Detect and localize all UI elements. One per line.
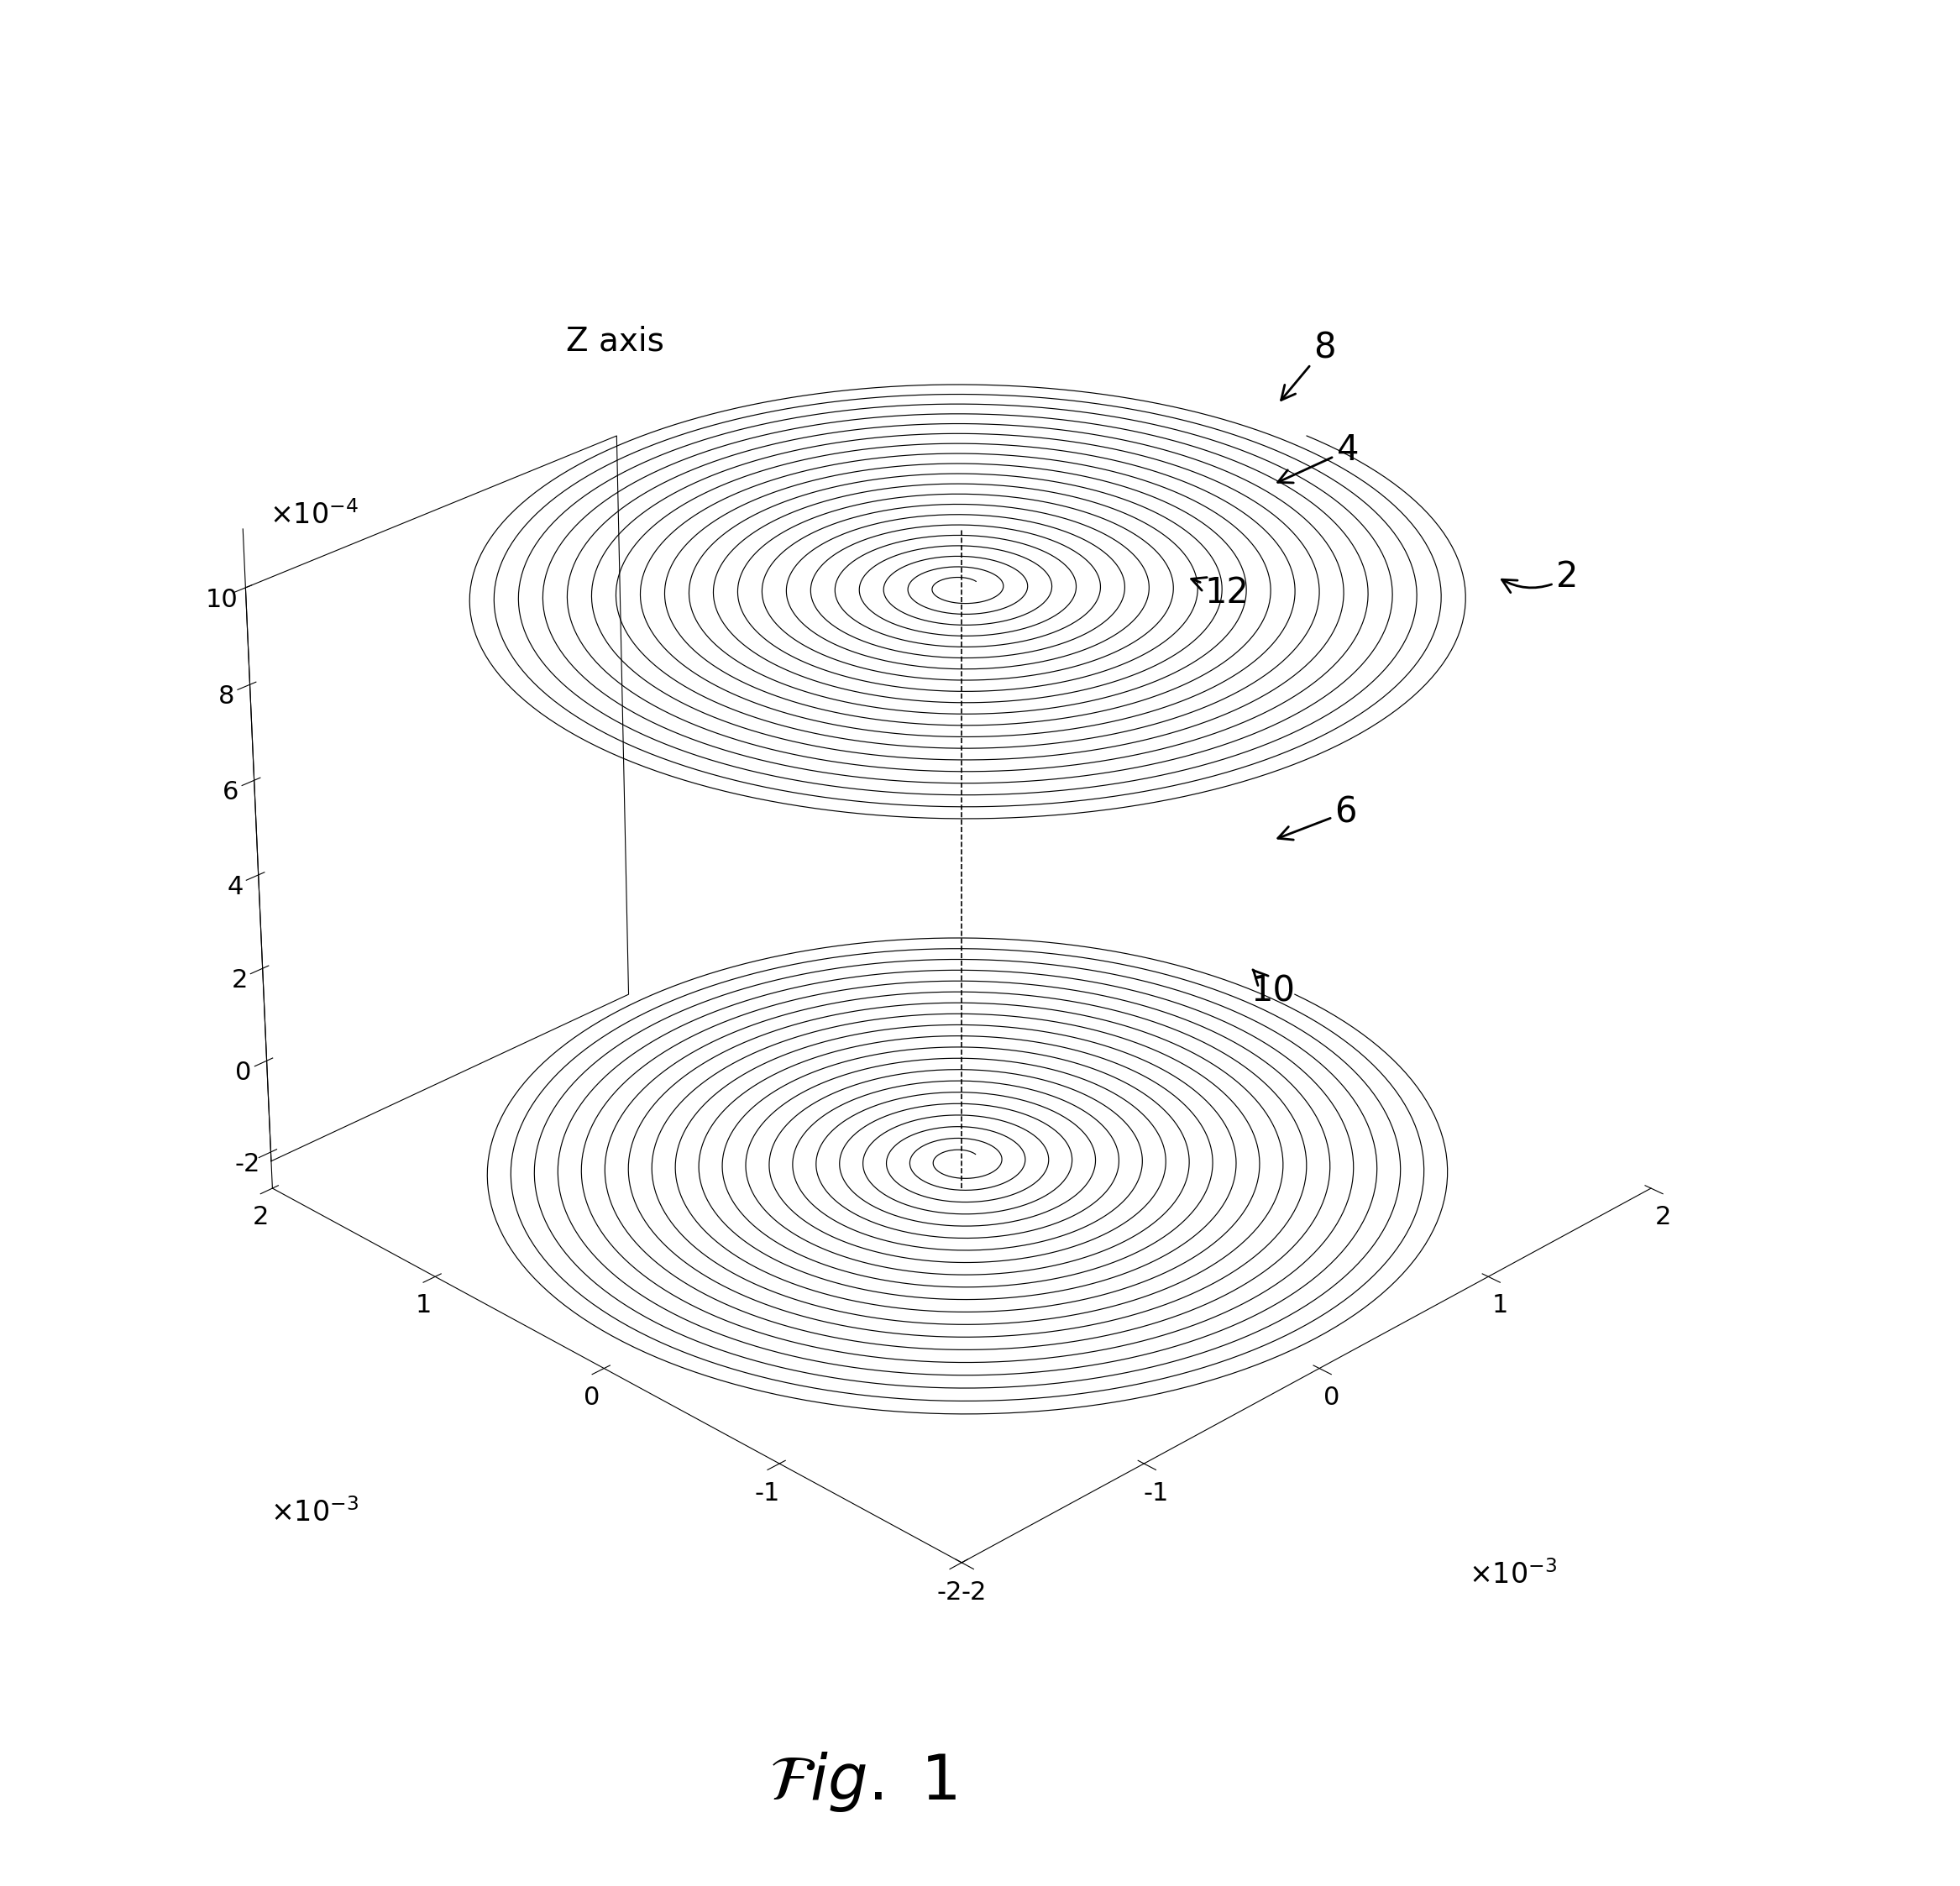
Text: 4: 4 (1278, 432, 1358, 483)
Text: 6: 6 (1278, 794, 1356, 839)
Text: $\times 10^{-4}$: $\times 10^{-4}$ (270, 500, 359, 530)
Text: $\times 10^{-3}$: $\times 10^{-3}$ (270, 1497, 359, 1528)
Text: 8: 8 (1282, 330, 1335, 400)
Text: 12: 12 (1192, 575, 1249, 611)
Text: $\mathcal{F}$$ig.\ 1$: $\mathcal{F}$$ig.\ 1$ (768, 1750, 956, 1814)
Text: 2: 2 (1501, 560, 1578, 594)
Text: $\times 10^{-3}$: $\times 10^{-3}$ (1468, 1560, 1558, 1590)
Text: 10: 10 (1250, 969, 1296, 1009)
